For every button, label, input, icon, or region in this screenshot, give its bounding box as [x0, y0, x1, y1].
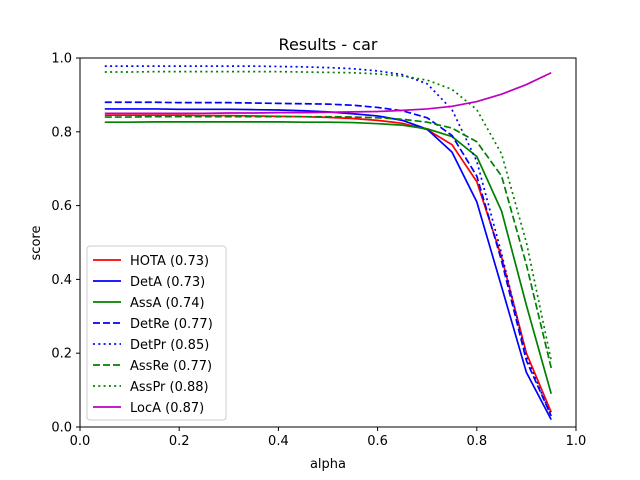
- legend-label-5: AssRe (0.77): [130, 359, 212, 374]
- legend-label-0: HOTA (0.73): [130, 254, 209, 269]
- y-tick-label: 0.0: [51, 421, 72, 436]
- legend-label-4: DetPr (0.85): [130, 338, 209, 353]
- x-axis-label: alpha: [310, 457, 346, 472]
- series-line-7: [104, 71, 552, 115]
- x-tick-label: 0.4: [268, 434, 289, 449]
- y-tick-label: 0.6: [51, 199, 72, 214]
- x-tick-label: 0.6: [367, 434, 388, 449]
- y-tick-label: 0.2: [51, 347, 72, 362]
- legend-box: [86, 245, 227, 421]
- series-line-4: [104, 65, 552, 417]
- plot-area: 0.0 0.2 0.4 0.6 0.8 1.0 0.0 0.2 0.4 0.6 0.8 1.0: [51, 52, 586, 450]
- y-tick-label: 1.0: [51, 52, 72, 67]
- series-line-2: [104, 120, 553, 395]
- y-axis-label: score: [29, 226, 44, 261]
- series-line-3: [104, 101, 552, 417]
- x-tick-label: 0.0: [70, 434, 91, 449]
- legend-label-2: AssA (0.74): [130, 296, 205, 311]
- x-tick-label: 1.0: [566, 434, 587, 449]
- chart-title: Results - car: [279, 35, 378, 54]
- series-line-6: [104, 70, 553, 361]
- legend-label-7: LocA (0.87): [130, 401, 204, 416]
- y-tick-label: 0.4: [51, 273, 72, 288]
- series-line-5: [104, 115, 553, 369]
- legend-label-3: DetRe (0.77): [130, 317, 213, 332]
- legend-label-1: DetA (0.73): [130, 275, 205, 290]
- axes-frame: [79, 57, 577, 428]
- x-tick-label: 0.2: [169, 434, 190, 449]
- x-tick-label: 0.8: [466, 434, 487, 449]
- legend-label-6: AssPr (0.88): [130, 380, 209, 395]
- legend: HOTA (0.73) DetA (0.73) AssA (0.74) DetRe (…: [86, 245, 227, 421]
- y-tick-label: 0.8: [51, 125, 72, 140]
